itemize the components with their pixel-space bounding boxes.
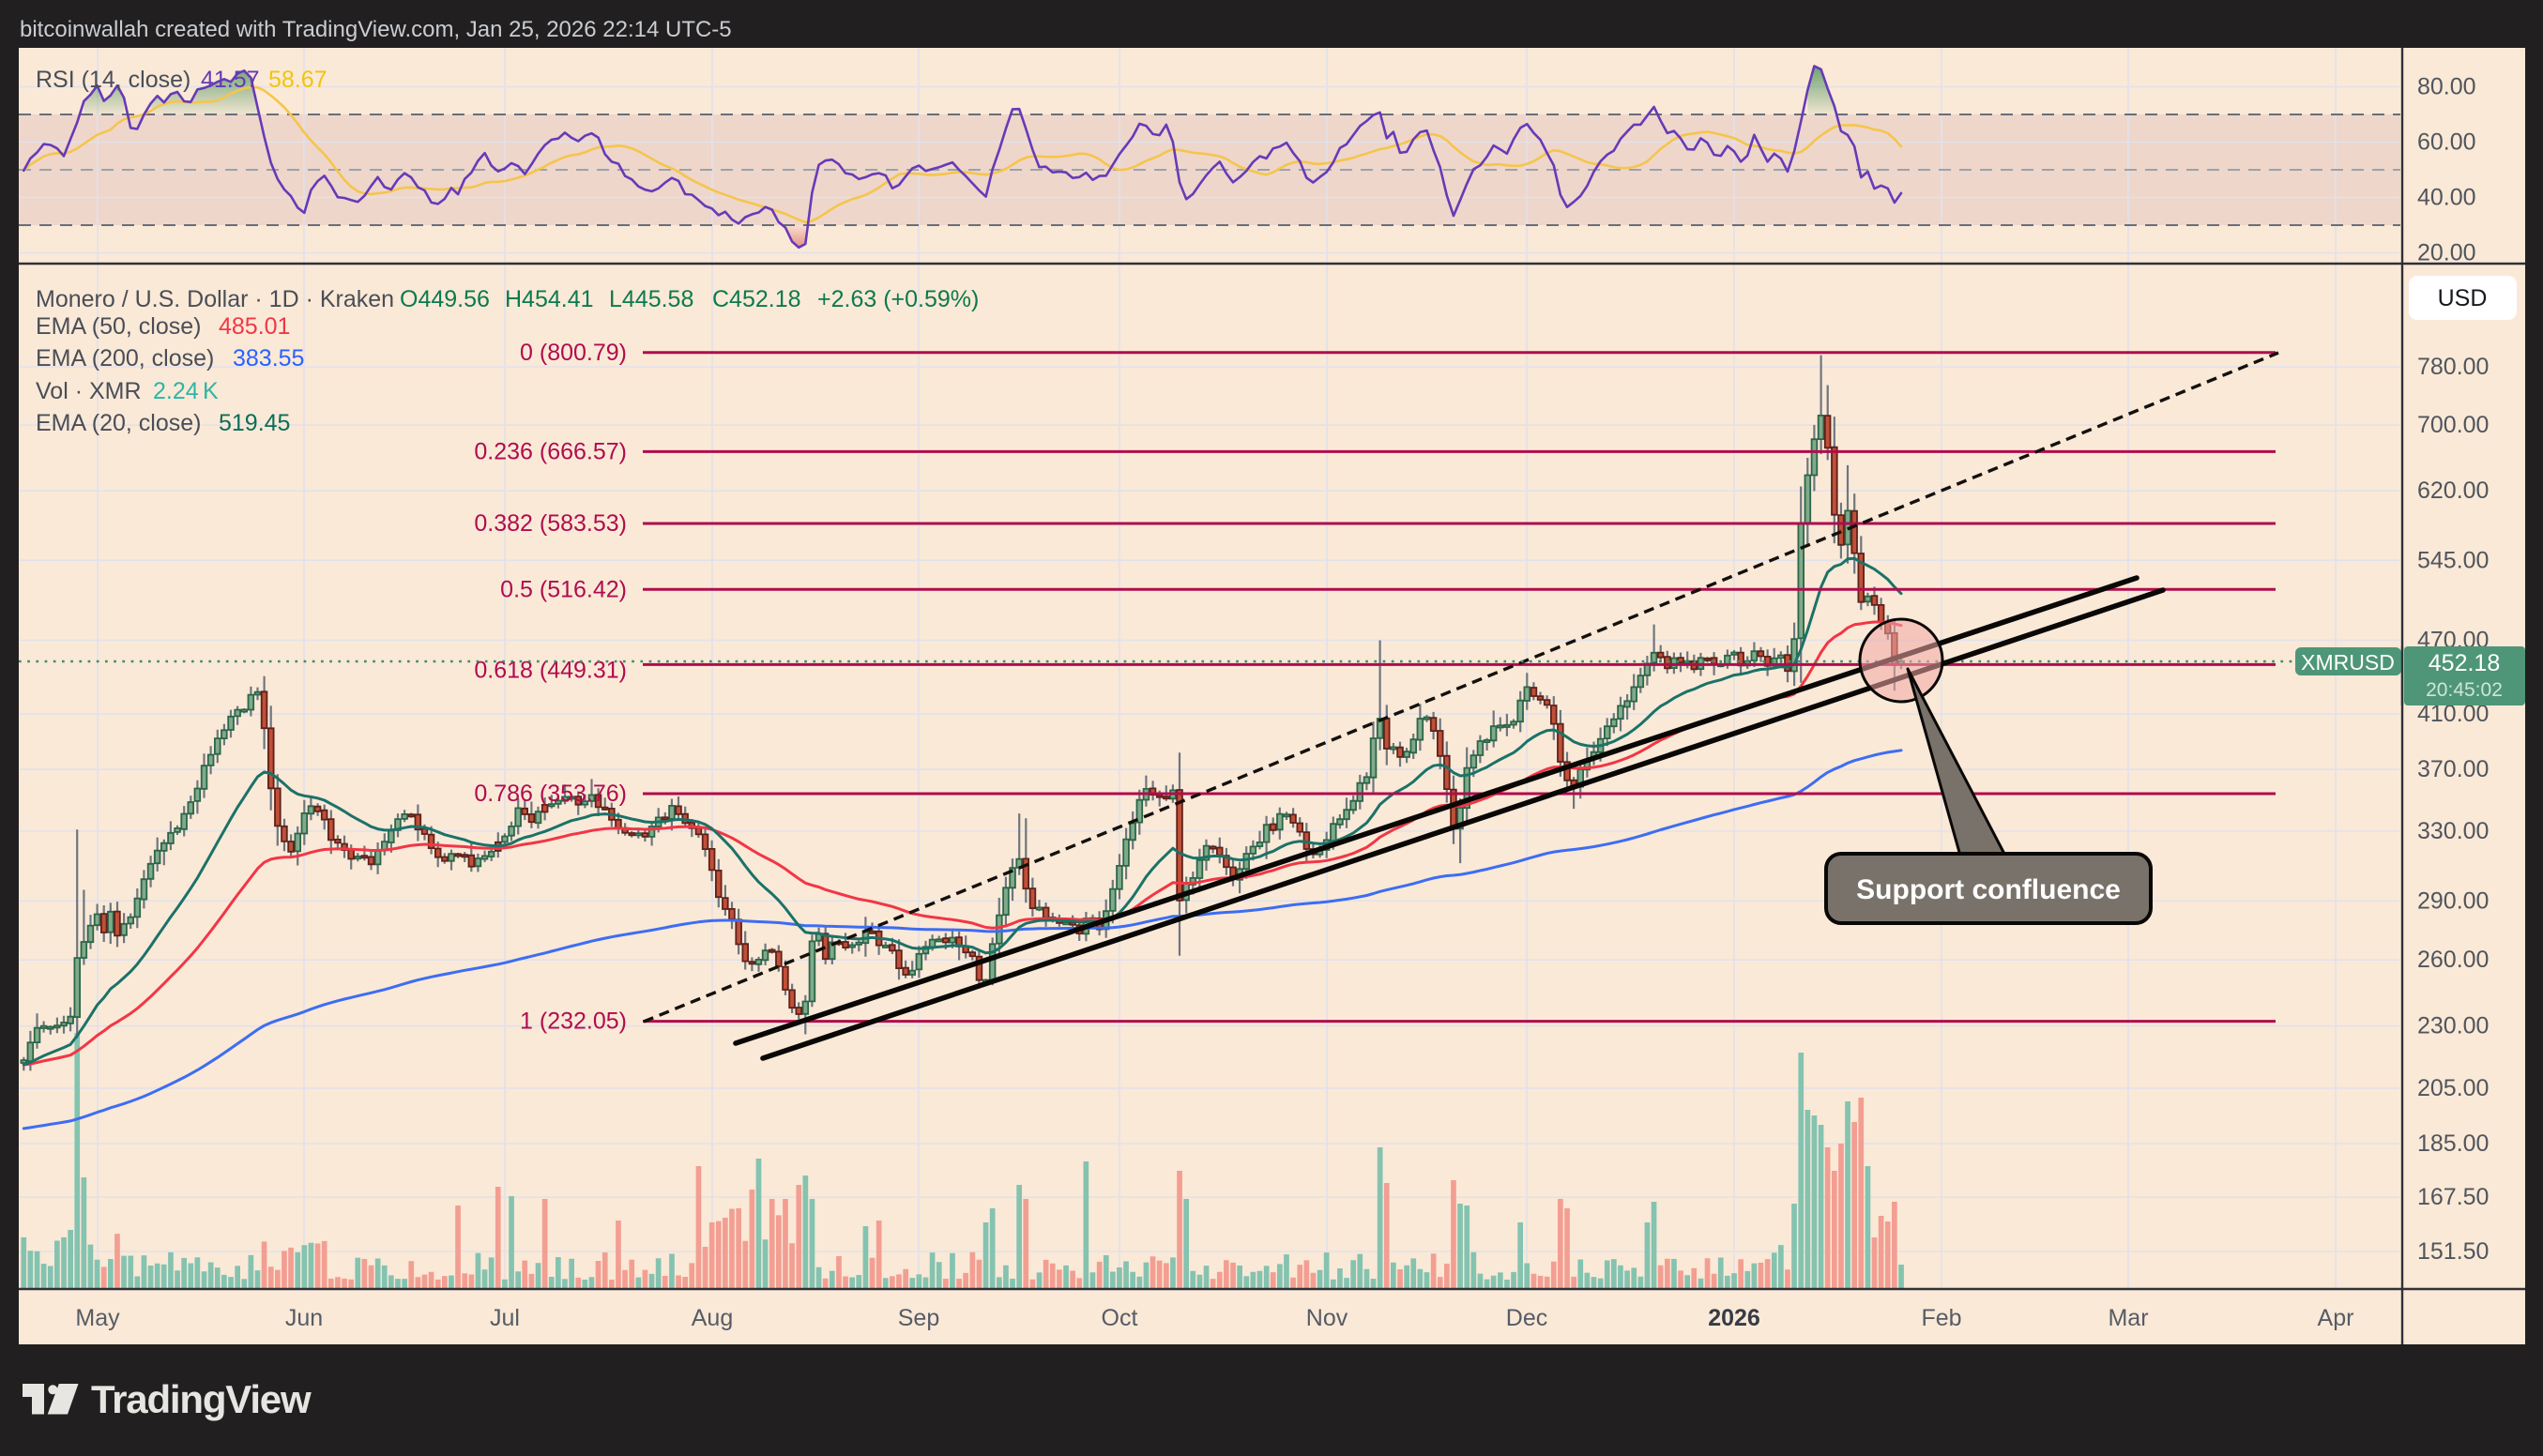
svg-text:185.00: 185.00 [2417,1130,2489,1157]
svg-text:383.55: 383.55 [233,345,304,372]
svg-text:EMA (50, close): EMA (50, close) [36,313,201,340]
svg-text:TradingView: TradingView [91,1377,312,1421]
svg-text:Aug: Aug [692,1305,733,1331]
svg-text:60.00: 60.00 [2417,129,2476,156]
svg-text:620.00: 620.00 [2417,478,2489,504]
svg-text:0 (800.79): 0 (800.79) [520,340,627,366]
svg-text:Feb: Feb [1921,1305,1961,1331]
svg-text:0.236 (666.57): 0.236 (666.57) [474,438,627,464]
svg-text:519.45: 519.45 [219,410,290,436]
svg-text:RSI (14, close): RSI (14, close) [36,67,190,93]
svg-text:L445.58: L445.58 [609,286,693,312]
svg-text:USD: USD [2438,285,2488,311]
svg-text:C452.18: C452.18 [712,286,801,312]
svg-text:Oct: Oct [1102,1305,1138,1331]
svg-text:May: May [75,1305,120,1331]
svg-text:330.00: 330.00 [2417,818,2489,844]
svg-text:1 (232.05): 1 (232.05) [520,1009,627,1035]
svg-text:O449.56: O449.56 [400,286,490,312]
svg-text:0.382 (583.53): 0.382 (583.53) [474,510,627,537]
svg-text:Mar: Mar [2108,1305,2148,1331]
svg-text:Vol · XMR: Vol · XMR [36,378,142,404]
svg-text:Support confluence: Support confluence [1856,874,2121,905]
svg-text:Dec: Dec [1506,1305,1547,1331]
svg-text:260.00: 260.00 [2417,947,2489,973]
svg-text:545.00: 545.00 [2417,547,2489,573]
svg-text:H454.41: H454.41 [505,286,594,312]
svg-text:452.18: 452.18 [2429,650,2500,676]
svg-text:80.00: 80.00 [2417,74,2476,100]
svg-text:780.00: 780.00 [2417,354,2489,380]
svg-text:Sep: Sep [898,1305,939,1331]
svg-text:EMA (20, close): EMA (20, close) [36,410,201,436]
svg-text:XMRUSD: XMRUSD [2301,650,2395,675]
svg-text:370.00: 370.00 [2417,756,2489,782]
svg-text:40.00: 40.00 [2417,185,2476,211]
svg-text:2026: 2026 [1708,1305,1760,1331]
svg-text:20.00: 20.00 [2417,240,2476,266]
svg-text:151.50: 151.50 [2417,1238,2489,1265]
svg-text:230.00: 230.00 [2417,1013,2489,1039]
svg-text:0.786 (353.76): 0.786 (353.76) [474,781,627,807]
svg-text:Jun: Jun [285,1305,323,1331]
svg-text:Apr: Apr [2318,1305,2354,1331]
svg-text:Monero / U.S. Dollar · 1D · Kr: Monero / U.S. Dollar · 1D · Kraken [36,286,394,312]
svg-text:20:45:02: 20:45:02 [2426,679,2503,701]
svg-text:485.01: 485.01 [219,313,290,340]
svg-text:167.50: 167.50 [2417,1184,2489,1210]
svg-text:Nov: Nov [1306,1305,1348,1331]
svg-text:290.00: 290.00 [2417,887,2489,914]
svg-text:41.57: 41.57 [201,67,260,93]
svg-text:0.5 (516.42): 0.5 (516.42) [500,576,627,602]
svg-text:700.00: 700.00 [2417,412,2489,438]
svg-text:2.24: 2.24 [153,378,199,404]
svg-text:0.618 (449.31): 0.618 (449.31) [474,657,627,683]
svg-text:205.00: 205.00 [2417,1075,2489,1101]
svg-text:+2.63 (+0.59%): +2.63 (+0.59%) [817,286,979,312]
svg-text:bitcoinwallah created with Tra: bitcoinwallah created with TradingView.c… [20,17,732,42]
svg-text:Jul: Jul [490,1305,520,1331]
svg-text:EMA (200, close): EMA (200, close) [36,345,214,372]
svg-text:58.67: 58.67 [268,67,327,93]
svg-text:K: K [203,378,219,404]
